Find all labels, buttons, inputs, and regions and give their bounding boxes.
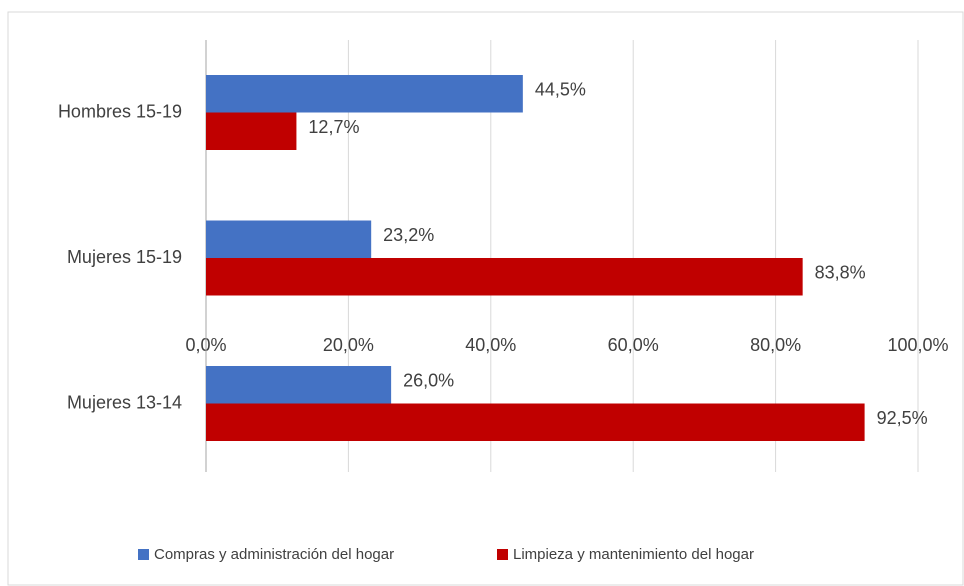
bar xyxy=(206,220,372,258)
x-tick-label: 80,0% xyxy=(750,335,801,355)
value-label: 12,7% xyxy=(308,117,359,137)
x-tick-label: 40,0% xyxy=(465,335,516,355)
value-label: 44,5% xyxy=(535,80,586,100)
legend-swatch xyxy=(138,549,149,560)
value-label: 26,0% xyxy=(403,371,454,391)
bar xyxy=(206,112,297,150)
x-tick-label: 20,0% xyxy=(323,335,374,355)
y-tick-label: Mujeres 15-19 xyxy=(67,247,182,267)
bar xyxy=(206,75,523,113)
value-label: 83,8% xyxy=(815,263,866,283)
legend-swatch xyxy=(497,549,508,560)
bar xyxy=(206,366,392,404)
value-label: 23,2% xyxy=(383,225,434,245)
x-tick-label: 60,0% xyxy=(608,335,659,355)
y-tick-label: Hombres 15-19 xyxy=(58,101,182,121)
value-label: 92,5% xyxy=(877,408,928,428)
bar xyxy=(206,258,803,296)
y-tick-label: Mujeres 13-14 xyxy=(67,392,182,412)
bar xyxy=(206,403,865,441)
legend-label: Limpieza y mantenimiento del hogar xyxy=(513,546,754,563)
legend-label: Compras y administración del hogar xyxy=(154,546,394,563)
x-tick-label: 100,0% xyxy=(887,335,948,355)
